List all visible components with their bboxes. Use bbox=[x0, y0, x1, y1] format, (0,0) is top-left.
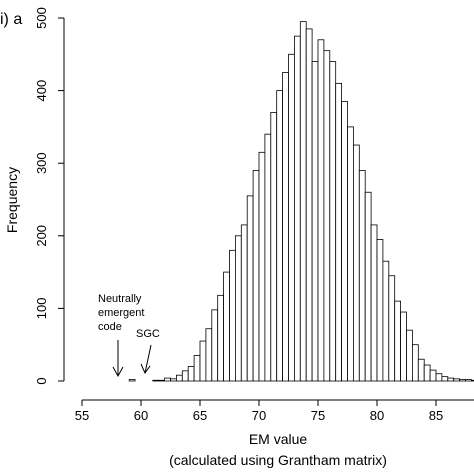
y-tick-label: 100 bbox=[34, 298, 49, 320]
bar bbox=[264, 133, 272, 382]
bar bbox=[388, 275, 396, 382]
bar bbox=[417, 358, 425, 382]
bar bbox=[175, 374, 183, 382]
bar bbox=[435, 373, 443, 382]
y-axis-label: Frequency bbox=[4, 167, 20, 233]
x-tick-label: 65 bbox=[193, 408, 207, 423]
bar bbox=[288, 53, 295, 382]
bar bbox=[234, 235, 242, 382]
bar bbox=[299, 21, 307, 382]
bar bbox=[152, 379, 160, 382]
bar bbox=[423, 364, 431, 382]
bar bbox=[352, 144, 360, 382]
bar bbox=[229, 249, 236, 382]
annotation: emergent bbox=[98, 307, 144, 319]
bar bbox=[282, 72, 289, 382]
x-tick-label: 80 bbox=[370, 408, 384, 423]
bar bbox=[164, 377, 171, 382]
bar bbox=[441, 376, 449, 382]
bar bbox=[317, 39, 325, 382]
bar bbox=[382, 260, 390, 382]
annotation: code bbox=[98, 321, 122, 333]
arrows bbox=[112, 340, 152, 378]
bar bbox=[311, 61, 319, 382]
x-tick-label: 85 bbox=[429, 408, 443, 423]
bar bbox=[470, 379, 474, 382]
bar bbox=[158, 379, 165, 382]
x-tick-label: 60 bbox=[134, 408, 148, 423]
bar bbox=[358, 170, 366, 382]
bar bbox=[211, 309, 219, 382]
arrow-head bbox=[112, 366, 124, 378]
arrow-head bbox=[140, 363, 151, 375]
bar bbox=[128, 379, 136, 382]
bar bbox=[447, 377, 455, 382]
bar bbox=[258, 151, 266, 382]
bar bbox=[323, 50, 331, 382]
x-axis-label: (calculated using Grantham matrix) bbox=[169, 452, 387, 468]
bar bbox=[305, 28, 313, 382]
bar bbox=[240, 224, 248, 382]
bar bbox=[217, 294, 224, 382]
bar bbox=[429, 369, 437, 382]
bar bbox=[170, 378, 177, 382]
arrow bbox=[144, 344, 152, 374]
bar bbox=[329, 61, 337, 382]
bar bbox=[411, 344, 419, 382]
bar bbox=[347, 126, 354, 382]
bar bbox=[376, 239, 384, 382]
bar bbox=[246, 195, 254, 382]
bar bbox=[370, 224, 378, 382]
panel-label: i) a bbox=[0, 11, 22, 28]
bar bbox=[394, 300, 402, 382]
bar bbox=[193, 355, 201, 382]
y-tick-label: 0 bbox=[34, 377, 49, 384]
bar bbox=[406, 329, 413, 382]
bar bbox=[252, 170, 260, 382]
y-tick-label: 300 bbox=[34, 152, 49, 174]
bar bbox=[270, 111, 278, 382]
y-tick-label: 200 bbox=[34, 225, 49, 247]
bar bbox=[276, 90, 284, 382]
bar bbox=[181, 370, 189, 382]
x-tick-label: 75 bbox=[311, 408, 325, 423]
bar bbox=[205, 328, 213, 382]
x-axis-label: EM value bbox=[249, 431, 308, 447]
bar bbox=[341, 101, 348, 382]
bar bbox=[223, 271, 230, 382]
annotation: Neutrally bbox=[98, 293, 142, 305]
bar bbox=[364, 191, 372, 382]
bar bbox=[465, 379, 472, 382]
bar bbox=[400, 311, 407, 382]
x-tick-label: 55 bbox=[75, 408, 89, 423]
y-tick-label: 500 bbox=[34, 7, 49, 29]
bar bbox=[335, 82, 343, 382]
bar bbox=[199, 340, 207, 382]
x-tick-label: 70 bbox=[252, 408, 266, 423]
bar bbox=[293, 35, 301, 382]
bar bbox=[453, 378, 461, 382]
y-tick-label: 400 bbox=[34, 80, 49, 102]
bar bbox=[459, 379, 466, 382]
annotation: SGC bbox=[136, 328, 160, 340]
bar bbox=[187, 366, 195, 382]
